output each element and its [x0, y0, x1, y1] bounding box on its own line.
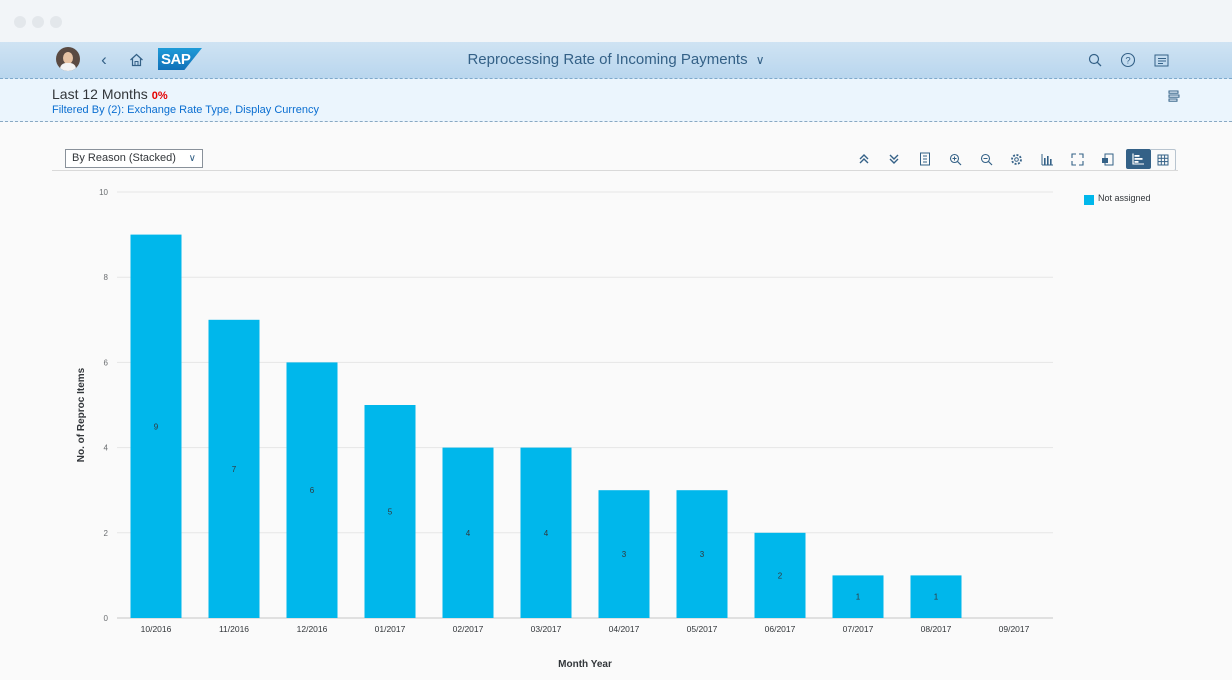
data-label: 3 [622, 550, 627, 559]
range-value: 0% [151, 90, 168, 102]
data-label: 4 [466, 529, 471, 538]
sap-logo[interactable]: SAP [158, 48, 202, 70]
data-label: 6 [310, 486, 315, 495]
chevron-down-icon: ∨ [188, 153, 196, 164]
x-tick-label: 04/2017 [609, 624, 640, 634]
chart-view-icon[interactable] [1126, 149, 1151, 169]
window-dot [14, 16, 26, 28]
back-icon[interactable]: ‹ [101, 50, 107, 69]
window-top-bar [0, 0, 1232, 42]
chart-bar[interactable] [520, 447, 572, 618]
chart-bar[interactable] [598, 490, 650, 618]
range-title-text: Last 12 Months [52, 86, 148, 102]
svg-text:?: ? [1125, 56, 1130, 67]
data-label: 9 [154, 422, 159, 431]
x-tick-label: 08/2017 [921, 624, 952, 634]
x-tick-label: 09/2017 [999, 624, 1030, 634]
legend-icon[interactable] [914, 149, 936, 169]
app-title: Reprocessing Rate of Incoming Payments ∨ [0, 42, 1232, 78]
expand-all-icon[interactable] [883, 149, 905, 169]
y-tick-label: 0 [104, 614, 109, 623]
main-content: By Reason (Stacked) ∨ 0 2 4 6 8 10 9 10/2016 7 11… [0, 122, 1232, 680]
help-icon[interactable]: ? [1116, 48, 1140, 72]
zoom-in-icon[interactable] [944, 149, 966, 169]
filter-list-icon[interactable] [1167, 89, 1181, 108]
data-label: 5 [388, 508, 393, 517]
x-tick-label: 02/2017 [453, 624, 484, 634]
user-avatar[interactable] [56, 47, 80, 71]
window-dot [32, 16, 44, 28]
view-select[interactable]: By Reason (Stacked) ∨ [65, 149, 203, 168]
export-icon[interactable] [1097, 149, 1119, 169]
shell-bar: ‹ SAP Reprocessing Rate of Incoming Paym… [0, 42, 1232, 79]
toolbar-divider [52, 170, 1178, 171]
x-tick-label: 07/2017 [843, 624, 874, 634]
bar-chart: 0 2 4 6 8 10 9 10/2016 7 11/2016 6 12/2016 5 01/2017 4… [76, 188, 1053, 670]
range-title: Last 12 Months 0% [52, 86, 168, 102]
zoom-out-icon[interactable] [975, 149, 997, 169]
chart-type-icon[interactable] [1036, 149, 1058, 169]
x-tick-label: 12/2016 [297, 624, 328, 634]
chart-bar[interactable] [910, 575, 962, 618]
x-tick-label: 11/2016 [219, 624, 249, 634]
notifications-icon[interactable] [1150, 48, 1174, 72]
settings-icon[interactable] [1005, 149, 1027, 169]
x-tick-label: 06/2017 [765, 624, 796, 634]
chart-bar[interactable] [208, 319, 260, 618]
y-tick-label: 8 [104, 273, 109, 282]
avatar-body [60, 63, 76, 71]
data-label: 7 [232, 465, 237, 474]
y-tick-label: 4 [104, 444, 109, 453]
x-tick-label: 01/2017 [375, 624, 406, 634]
home-icon[interactable] [124, 48, 148, 72]
y-tick-label: 6 [104, 358, 109, 367]
filter-text[interactable]: Filtered By (2): Exchange Rate Type, Dis… [52, 104, 319, 116]
legend-label[interactable]: Not assigned [1098, 193, 1151, 203]
chart-bar[interactable] [364, 405, 416, 618]
chart-bar[interactable] [442, 447, 494, 618]
data-label: 3 [700, 550, 705, 559]
data-label: 2 [778, 571, 783, 580]
legend-swatch[interactable] [1084, 195, 1094, 205]
avatar-face [63, 52, 73, 64]
x-tick-label: 05/2017 [687, 624, 718, 634]
x-axis-title: Month Year [558, 659, 612, 670]
y-tick-label: 10 [99, 188, 108, 197]
chart-bar[interactable] [286, 362, 338, 618]
view-select-value: By Reason (Stacked) [72, 152, 176, 164]
chart-bar[interactable] [754, 532, 806, 618]
y-tick-label: 2 [104, 529, 109, 538]
x-tick-label: 10/2016 [141, 624, 172, 634]
x-tick-label: 03/2017 [531, 624, 562, 634]
y-axis-title: No. of Reproc Items [76, 367, 87, 462]
header-bar: Last 12 Months 0% Filtered By (2): Exchan… [0, 79, 1232, 122]
collapse-all-icon[interactable] [853, 149, 875, 169]
data-label: 1 [934, 593, 939, 602]
data-label: 1 [856, 593, 861, 602]
fullscreen-icon[interactable] [1066, 149, 1088, 169]
chart-bar[interactable] [130, 234, 182, 618]
app-title-text[interactable]: Reprocessing Rate of Incoming Payments [467, 51, 748, 68]
app-title-chevron-icon[interactable]: ∨ [755, 53, 765, 67]
search-icon[interactable] [1083, 48, 1107, 72]
chart-bar[interactable] [832, 575, 884, 618]
data-label: 4 [544, 529, 549, 538]
window-dot [50, 16, 62, 28]
chart-bar[interactable] [676, 490, 728, 618]
